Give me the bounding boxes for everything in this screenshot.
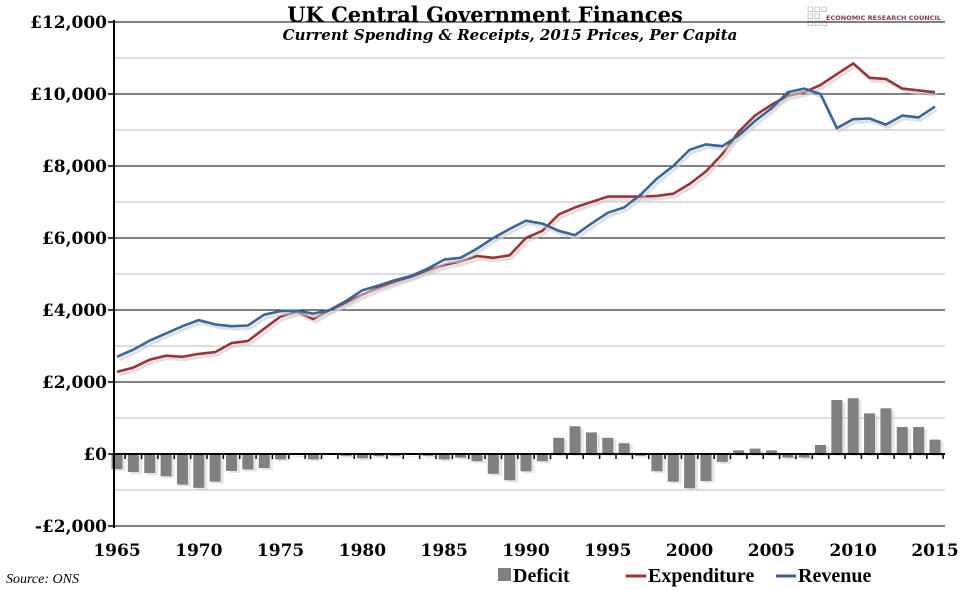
bar-shadow	[425, 456, 437, 458]
logo-square	[814, 6, 820, 12]
bar-deficit	[880, 408, 892, 454]
x-tick-label: 1965	[93, 541, 140, 561]
line-shadow	[118, 64, 938, 377]
line-shadow	[118, 90, 938, 362]
logo-square	[807, 13, 813, 19]
bar-deficit	[160, 454, 172, 477]
bar-deficit	[585, 432, 597, 454]
bar-deficit	[864, 413, 876, 454]
bar-deficit	[226, 454, 238, 471]
logo-square	[821, 20, 827, 26]
y-tick-label: £0	[83, 445, 107, 465]
bar-deficit	[373, 454, 385, 457]
x-tick-label: 2000	[666, 541, 713, 561]
logo-text: ECONOMIC RESEARCH COUNCIL	[826, 14, 941, 22]
logo: ECONOMIC RESEARCH COUNCIL	[807, 6, 941, 26]
legend: Deficit Expenditure Revenue	[498, 565, 871, 587]
bar-deficit	[356, 454, 368, 459]
logo-square	[821, 6, 827, 12]
line-revenue	[116, 87, 936, 358]
logo-square	[814, 13, 820, 19]
bar-deficit	[553, 437, 565, 454]
bar-deficit	[242, 454, 254, 470]
bar-deficit	[929, 439, 941, 454]
logo-square	[807, 20, 813, 26]
y-tick-label: £8,000	[42, 157, 107, 177]
bar-shadow	[294, 456, 306, 458]
bar-shadow	[408, 456, 420, 457]
bar-deficit	[536, 454, 548, 462]
x-tick-label: 2010	[830, 541, 877, 561]
bar-deficit	[733, 450, 745, 454]
bar-deficit	[144, 454, 156, 474]
x-tick-label: 1970	[175, 541, 222, 561]
bar-deficit	[700, 454, 712, 481]
logo-square	[807, 6, 813, 12]
bar-deficit	[209, 454, 221, 482]
bar-deficit	[438, 454, 450, 460]
bar-deficit	[602, 437, 614, 454]
y-tick-label: £4,000	[42, 301, 107, 321]
bar-deficit	[487, 454, 499, 474]
logo-square	[814, 20, 820, 26]
bar-deficit	[127, 454, 139, 472]
bar-deficit	[520, 454, 532, 472]
bar-deficit	[913, 427, 925, 454]
bar-deficit	[258, 454, 270, 469]
legend-swatch-deficit	[498, 568, 511, 581]
y-tick-label: £10,000	[30, 85, 107, 105]
bar-shadow	[638, 456, 650, 458]
bar-deficit	[471, 454, 483, 462]
bar-deficit	[176, 454, 188, 485]
bar-deficit	[651, 454, 663, 472]
bar-deficit	[749, 448, 761, 454]
bar-shadow	[801, 456, 813, 460]
bar-deficit	[798, 454, 810, 458]
x-tick-label: 2015	[911, 541, 958, 561]
source-note: Source: ONS	[6, 572, 79, 587]
bar-shadow	[376, 456, 388, 459]
bar-deficit	[618, 443, 630, 454]
bar-shadow	[785, 456, 797, 460]
bar-deficit	[455, 454, 467, 458]
bar-deficit	[716, 454, 728, 462]
legend-label-expenditure: Expenditure	[648, 565, 754, 587]
chart-subtitle: Current Spending & Receipts, 2015 Prices…	[283, 26, 738, 44]
bar-deficit	[275, 454, 287, 460]
x-tick-label: 2005	[748, 541, 795, 561]
chart-title: UK Central Government Finances	[287, 2, 683, 27]
bar-shadow	[458, 456, 470, 460]
bar-deficit	[847, 398, 859, 454]
x-tick-label: 1990	[502, 541, 549, 561]
bar-shadow	[343, 456, 355, 458]
x-tick-label: 1975	[257, 541, 304, 561]
bar-shadow	[392, 456, 404, 458]
y-tick-label: -£2,000	[35, 517, 107, 537]
x-tick-label: 1985	[421, 541, 468, 561]
bar-deficit	[111, 454, 123, 470]
y-tick-label: £6,000	[42, 229, 107, 249]
bar-deficit	[814, 445, 826, 454]
legend-label-revenue: Revenue	[798, 565, 871, 587]
bar-deficit	[896, 427, 908, 454]
bar-deficit	[569, 426, 581, 454]
bar-deficit	[667, 454, 679, 482]
x-tick-label: 1995	[584, 541, 631, 561]
y-tick-label: £2,000	[42, 373, 107, 393]
x-tick-label: 1980	[339, 541, 386, 561]
bar-deficit	[684, 454, 696, 489]
bar-deficit	[782, 454, 794, 458]
bar-deficit	[307, 454, 319, 460]
bar-deficit	[504, 454, 516, 481]
bar-deficit	[765, 450, 777, 454]
bar-deficit	[831, 400, 843, 454]
legend-label-deficit: Deficit	[513, 565, 570, 587]
y-tick-label: £12,000	[30, 13, 107, 33]
bar-deficit	[193, 454, 205, 488]
